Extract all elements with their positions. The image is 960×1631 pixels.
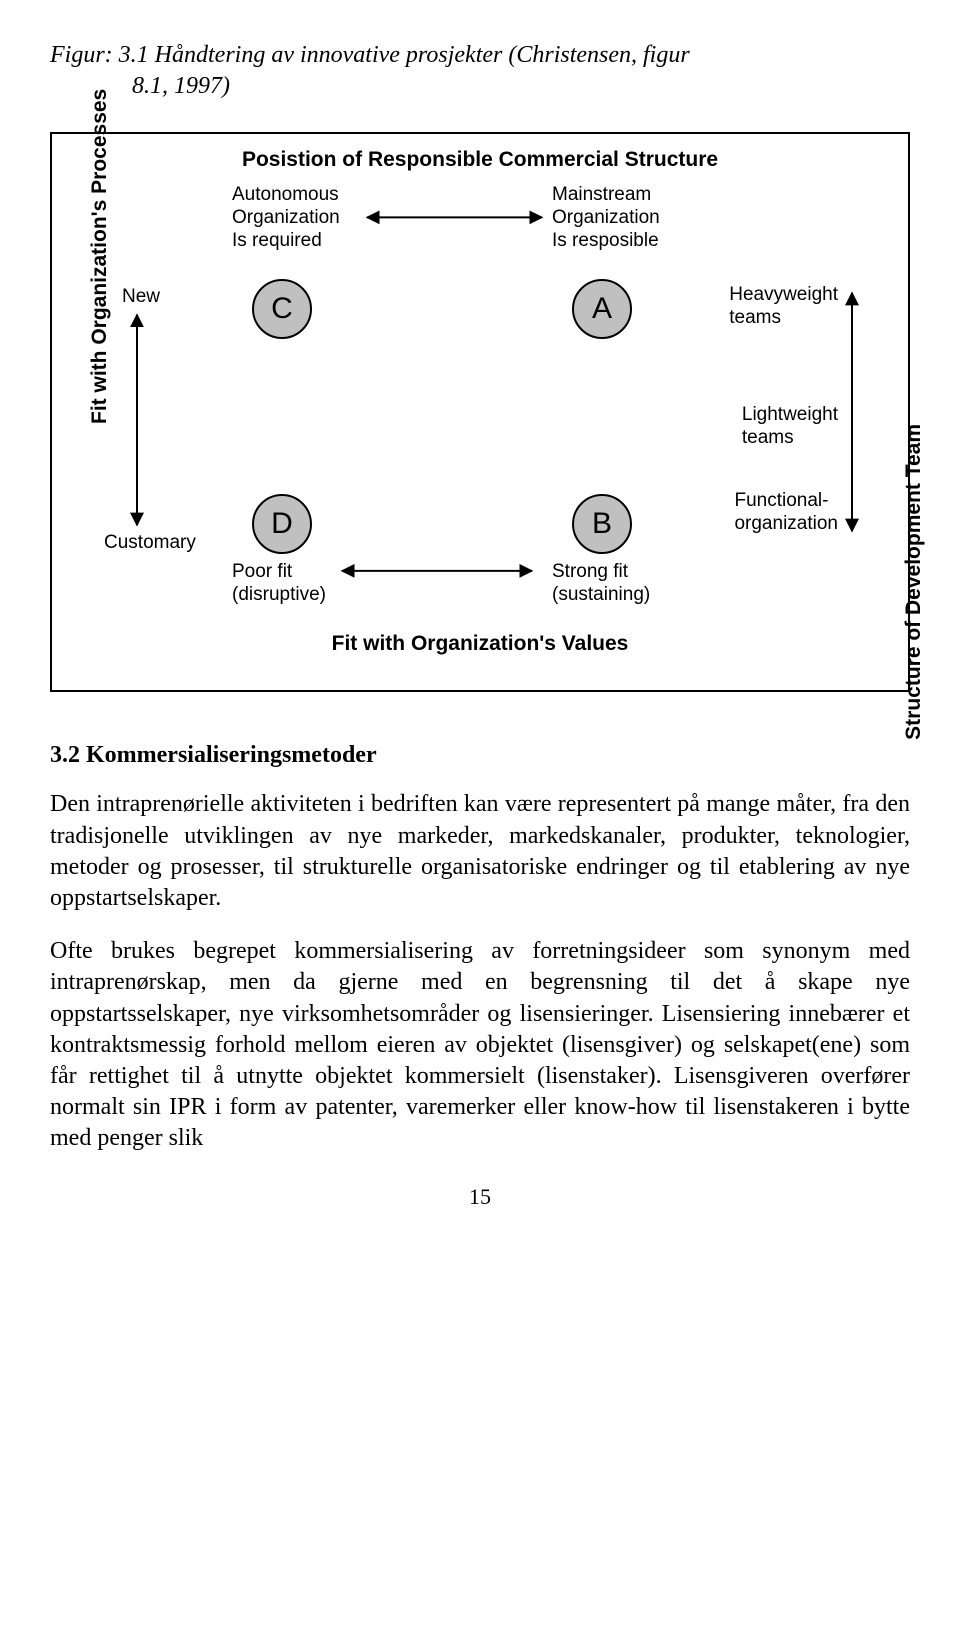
section-heading: 3.2 Kommersialiseringsmetoder <box>50 742 910 769</box>
x-axis-label: Fit with Organization's Values <box>332 632 629 656</box>
node-d: D <box>252 494 312 554</box>
node-a: A <box>572 279 632 339</box>
y-axis-label-left: Fit with Organization's Processes <box>88 89 112 424</box>
node-b: B <box>572 494 632 554</box>
fit-label-poor: Poor fit(disruptive) <box>232 561 326 607</box>
y-axis-label-right: Structure of Development Team <box>902 424 926 740</box>
col-label-autonomous: AutonomousOrganizationIs required <box>232 184 340 252</box>
row-label-heavyweight: Heavyweightteams <box>729 284 838 330</box>
diagram-frame: Posistion of Responsible Commercial Stru… <box>50 132 910 692</box>
col-label-mainstream: MainstreamOrganizationIs resposible <box>552 184 660 252</box>
fit-label-strong: Strong fit(sustaining) <box>552 561 650 607</box>
page-number: 15 <box>50 1184 910 1210</box>
axis-new-label: New <box>122 286 160 308</box>
row-label-functional: Functional-organization <box>734 490 838 536</box>
diagram-title: Posistion of Responsible Commercial Stru… <box>242 148 718 172</box>
row-label-lightweight: Lightweightteams <box>742 404 838 450</box>
paragraph-2: Ofte brukes begrepet kommersialisering a… <box>50 936 910 1154</box>
node-c: C <box>252 279 312 339</box>
axis-customary-label: Customary <box>104 532 196 554</box>
paragraph-1: Den intraprenørielle aktiviteten i bedri… <box>50 789 910 914</box>
figure-caption: Figur: 3.1 Håndtering av innovative pros… <box>50 40 910 102</box>
